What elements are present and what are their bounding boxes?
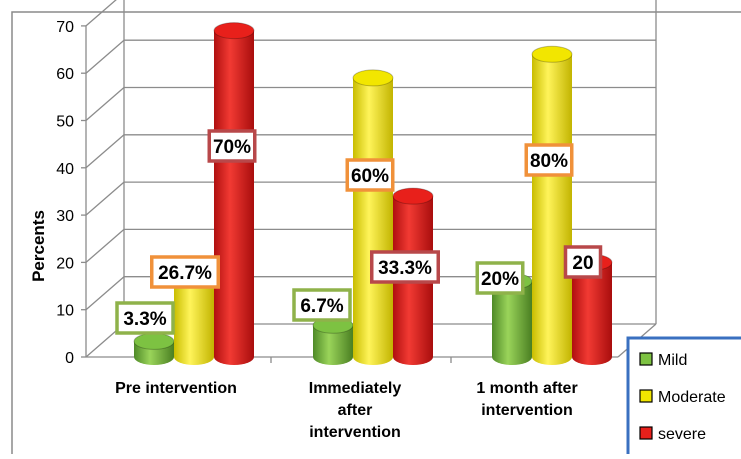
chart-border — [11, 11, 741, 459]
data-label: 60% — [345, 158, 395, 192]
legend-swatch — [639, 426, 653, 440]
legend: Mild Moderate severe — [626, 336, 741, 459]
bar-base — [532, 349, 572, 365]
bar-moderate — [531, 45, 573, 365]
data-label-box — [345, 158, 395, 192]
y-tick-label: 70 — [56, 19, 74, 36]
legend-swatch — [639, 389, 653, 403]
bar-base — [214, 349, 254, 365]
bar-body — [532, 54, 572, 357]
bar-base — [313, 349, 353, 365]
data-label: 70% — [207, 129, 257, 163]
gridline-side — [85, 87, 125, 121]
legend-item-moderate: Moderate — [639, 389, 726, 406]
gridline-side — [85, 228, 125, 263]
data-label-text: 6.7% — [300, 296, 343, 317]
y-tick-label: 0 — [65, 350, 74, 367]
bar-mild — [133, 332, 175, 365]
bar-top — [213, 22, 255, 40]
bar-top — [352, 69, 394, 87]
data-label: 20% — [475, 261, 525, 295]
data-label-text: 3.3% — [123, 309, 166, 330]
bar-mild — [312, 316, 354, 365]
data-label: 80% — [524, 143, 574, 177]
gridline-side — [85, 0, 117, 27]
legend-label: severe — [658, 426, 706, 443]
bar-severe — [213, 22, 255, 365]
data-label-box — [207, 129, 257, 163]
data-label-text: 60% — [351, 166, 389, 187]
data-label-box — [475, 261, 525, 295]
bar-moderate — [352, 69, 394, 365]
y-tick-label: 30 — [56, 208, 74, 225]
data-label: 3.3% — [115, 301, 175, 335]
y-tick-label: 10 — [56, 303, 74, 320]
y-tick-label: 50 — [56, 114, 74, 131]
x-tick-label: Immediately after intervention — [309, 380, 402, 441]
bar-top — [531, 45, 573, 63]
bar-base — [353, 349, 393, 365]
bar-body — [214, 30, 254, 357]
legend-label: Moderate — [658, 389, 726, 406]
data-label-text: 33.3% — [378, 258, 432, 279]
bar-body — [353, 77, 393, 358]
y-axis-label: Percents — [29, 210, 48, 282]
data-label-box — [370, 250, 440, 284]
data-label: 33.3% — [370, 250, 440, 284]
x-tick-label: 1 month after intervention — [476, 380, 577, 419]
data-label: 6.7% — [292, 288, 352, 322]
data-label: 20 — [563, 245, 603, 279]
bar-top — [133, 332, 175, 350]
y-tick-label: 20 — [56, 255, 74, 272]
legend-item-mild: Mild — [639, 352, 687, 369]
legend-item-severe: severe — [639, 426, 706, 443]
data-label: 26.7% — [150, 255, 220, 289]
data-label-box — [292, 288, 352, 322]
x-tick-label: Pre intervention — [115, 380, 237, 397]
data-label-box — [150, 255, 220, 289]
gridline-side — [85, 276, 125, 311]
bar-base — [492, 349, 532, 365]
data-label-text: 20 — [572, 253, 593, 274]
data-label-text: 26.7% — [158, 263, 212, 284]
data-label-text: 20% — [481, 269, 519, 290]
legend-label: Mild — [658, 352, 687, 369]
data-label-box — [524, 143, 574, 177]
y-tick-label: 60 — [56, 66, 74, 83]
data-label-text: 80% — [530, 151, 568, 172]
data-label-box — [563, 245, 603, 279]
bar-base — [572, 349, 612, 365]
bar-top — [392, 187, 434, 205]
legend-swatch — [639, 352, 653, 366]
y-tick-label: 40 — [56, 161, 74, 178]
data-label-box — [115, 301, 175, 335]
bar-base — [134, 349, 174, 365]
bar-base — [174, 349, 214, 365]
gridline-side — [85, 134, 125, 169]
gridline-side — [85, 181, 125, 216]
bar-base — [393, 349, 433, 365]
data-label-text: 70% — [213, 137, 251, 158]
gridline-side — [85, 39, 125, 74]
